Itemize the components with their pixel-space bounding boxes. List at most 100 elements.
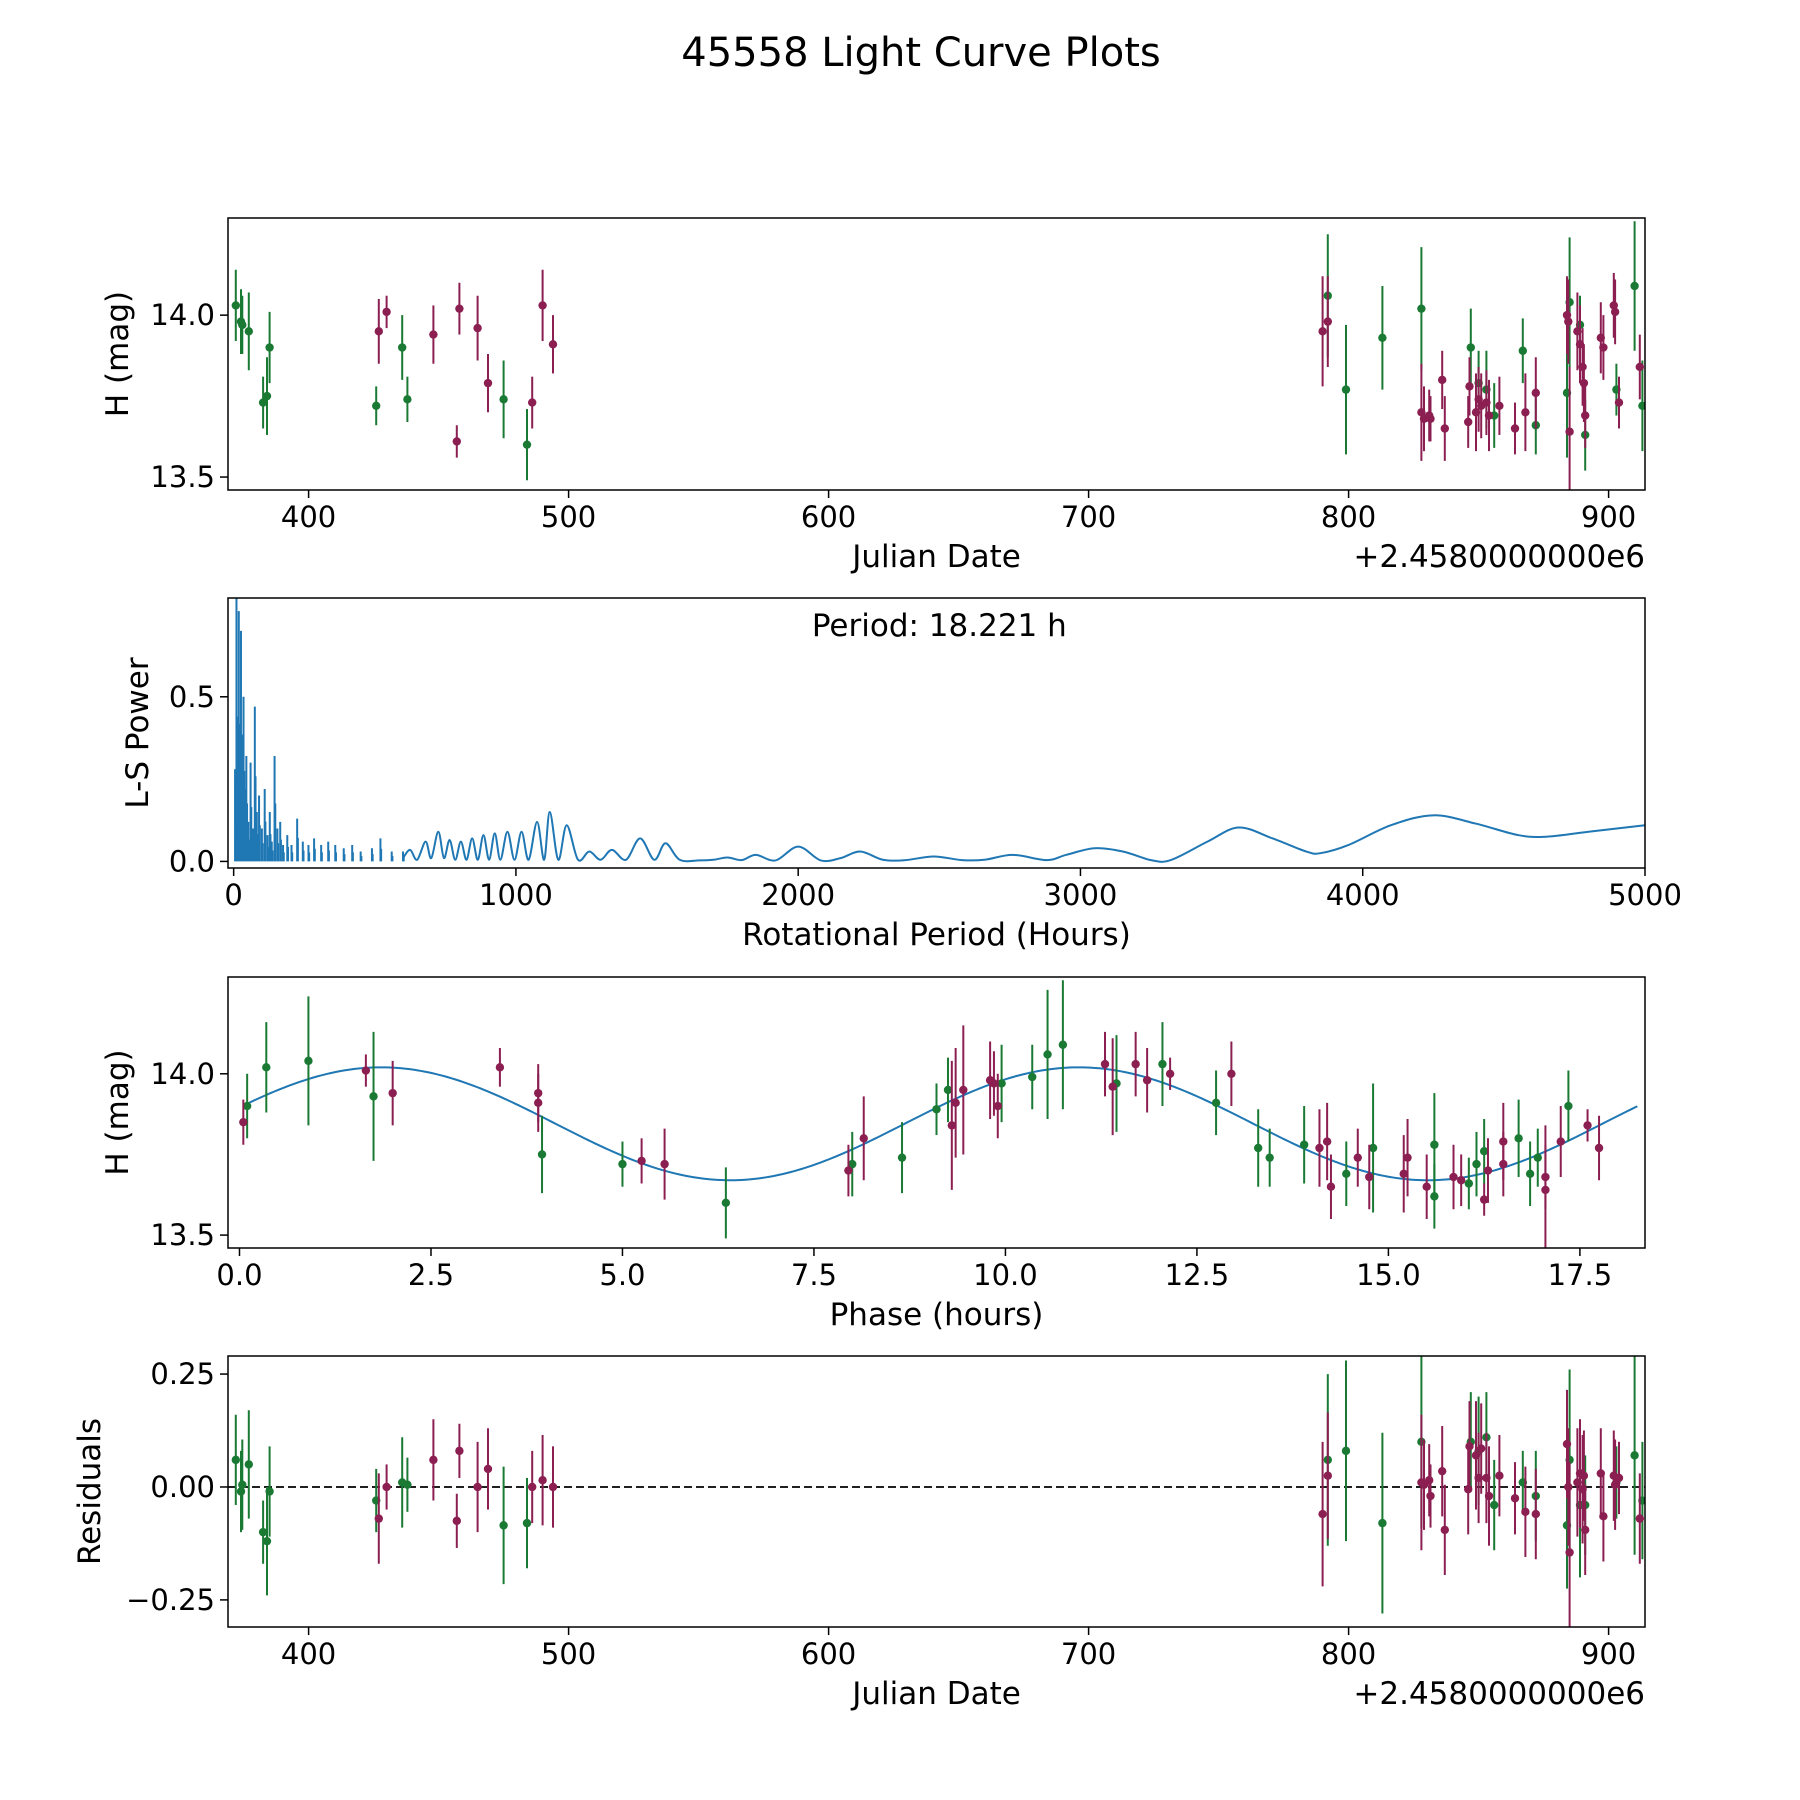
maroon-data-point (1635, 1514, 1645, 1523)
period-annotation: Period: 18.221 h (812, 608, 1067, 644)
maroon-data-point (429, 1455, 438, 1465)
maroon-data-point (1322, 1137, 1332, 1146)
x-axis-label: Julian Date (850, 539, 1021, 575)
maroon-data-point (844, 1166, 853, 1175)
maroon-data-point (859, 1134, 868, 1143)
x-tick-label: 2000 (761, 878, 835, 912)
x-tick-label: 2.5 (408, 1258, 454, 1292)
green-data-point (1479, 1147, 1489, 1156)
x-tick-label: 15.0 (1356, 1258, 1421, 1292)
maroon-data-point (1323, 1471, 1333, 1480)
maroon-data-point (483, 378, 493, 388)
y-axis-label: H (mag) (100, 1049, 136, 1175)
x-tick-label: 5.0 (599, 1258, 645, 1292)
maroon-data-point (1438, 375, 1447, 385)
green-data-point (1430, 1192, 1439, 1201)
maroon-data-point (637, 1156, 646, 1166)
maroon-data-point (1531, 1509, 1541, 1519)
maroon-data-point (473, 323, 482, 333)
maroon-data-point (1565, 427, 1574, 436)
green-data-point (265, 343, 274, 352)
maroon-data-point (455, 304, 464, 313)
maroon-data-point (382, 307, 391, 317)
plot-area (228, 1356, 1645, 1627)
maroon-data-point (548, 1482, 558, 1492)
green-data-point (262, 391, 272, 401)
x-tick-label: 600 (801, 1637, 856, 1671)
maroon-data-point (947, 1121, 957, 1130)
green-data-point (258, 1527, 268, 1537)
x-axis-label: Julian Date (850, 1676, 1021, 1712)
maroon-data-point (1142, 1076, 1152, 1085)
periodogram-spikes (234, 598, 405, 862)
maroon-data-point (1440, 1525, 1450, 1535)
green-data-point (721, 1198, 731, 1208)
plot-area (234, 598, 1645, 863)
maroon-data-point (429, 330, 438, 339)
maroon-data-point (361, 1066, 371, 1075)
maroon-data-point (1479, 1195, 1489, 1204)
green-data-point (1368, 1143, 1378, 1153)
maroon-data-point (993, 1101, 1002, 1111)
maroon-data-point (1510, 1494, 1520, 1503)
green-data-point (369, 1092, 378, 1101)
green-data-point (1158, 1059, 1167, 1069)
x-tick-label: 12.5 (1165, 1258, 1230, 1292)
maroon-data-point (1581, 411, 1590, 420)
green-data-point (403, 1480, 412, 1489)
y-tick-label: 0.25 (150, 1357, 215, 1391)
x-tick-label: 500 (541, 500, 596, 534)
green-data-point (1533, 1153, 1542, 1162)
maroon-data-point (951, 1098, 960, 1108)
maroon-data-point (1403, 1153, 1412, 1162)
maroon-data-point (1556, 1137, 1565, 1146)
y-tick-label: 13.5 (150, 460, 215, 494)
green-data-point (1430, 1140, 1439, 1149)
green-data-point (238, 320, 247, 330)
green-data-point (1472, 1159, 1481, 1169)
maroon-data-point (1227, 1069, 1236, 1078)
green-data-point (262, 1063, 271, 1072)
maroon-data-point (1365, 1172, 1374, 1182)
green-data-point (1211, 1098, 1221, 1108)
maroon-data-point (1564, 1482, 1573, 1492)
maroon-data-point (528, 1482, 537, 1492)
maroon-data-point (1438, 1466, 1447, 1476)
maroon-data-point (239, 1117, 248, 1127)
x-tick-label: 1000 (479, 878, 553, 912)
maroon-data-point (1531, 388, 1541, 398)
y-axis-label: Residuals (72, 1418, 108, 1565)
green-data-point (499, 1521, 508, 1530)
green-data-point (1630, 281, 1639, 291)
maroon-data-point (455, 1446, 464, 1456)
green-data-point (1043, 1050, 1052, 1059)
maroon-data-point (374, 327, 383, 336)
x-tick-label: 4000 (1326, 878, 1400, 912)
green-data-point (1028, 1072, 1037, 1082)
plot-area (231, 221, 1645, 490)
maroon-data-point (1422, 1182, 1431, 1191)
x-tick-label: 600 (801, 500, 856, 534)
green-data-point (262, 1536, 272, 1546)
maroon-data-point (1440, 424, 1450, 433)
maroon-data-point (538, 301, 547, 310)
maroon-data-point (382, 1482, 391, 1492)
green-data-point (522, 440, 532, 449)
green-data-point (1342, 1169, 1351, 1178)
green-data-point (231, 1455, 240, 1465)
green-data-point (1466, 343, 1476, 352)
maroon-data-point (1484, 411, 1494, 420)
maroon-data-point (1581, 1525, 1590, 1535)
maroon-data-point (534, 1088, 543, 1098)
maroon-data-point (1165, 1069, 1175, 1078)
maroon-data-point (388, 1088, 397, 1098)
maroon-data-point (1399, 1169, 1408, 1178)
green-data-point (1514, 1134, 1523, 1143)
green-data-point (537, 1150, 547, 1159)
green-data-point (258, 398, 268, 407)
green-data-point (897, 1153, 907, 1162)
green-data-point (499, 395, 508, 404)
green-data-point (1378, 1518, 1387, 1528)
maroon-data-point (1318, 1509, 1327, 1519)
